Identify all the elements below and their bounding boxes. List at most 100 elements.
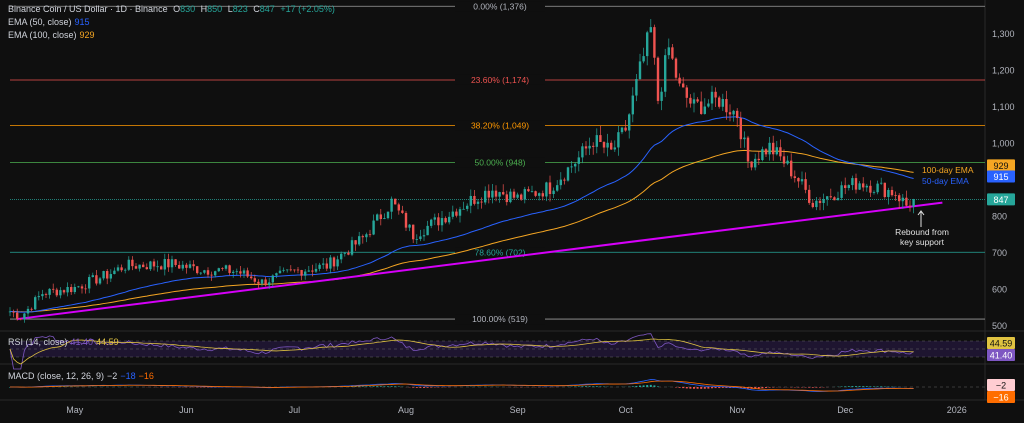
candle-body — [606, 142, 609, 148]
open-label: O — [173, 4, 181, 14]
candle-body — [808, 189, 811, 203]
candle-body — [552, 190, 555, 194]
high-value: 850 — [207, 4, 223, 14]
candle-body — [462, 208, 465, 210]
candle-body — [530, 191, 534, 192]
macd-histogram-bar — [595, 386, 598, 387]
x-tick-label: Jul — [289, 405, 301, 415]
macd-histogram-bar — [631, 386, 634, 387]
symbol-title: Binance Coin / US Dollar · 1D · Binance — [8, 4, 168, 14]
candle-body — [545, 182, 548, 197]
candle-body — [55, 289, 58, 296]
candle-body — [815, 200, 818, 208]
x-tick-label: Aug — [398, 405, 414, 415]
candle-body — [163, 259, 166, 270]
candle-body — [660, 91, 663, 101]
candle-body — [502, 192, 505, 195]
candle-body — [127, 259, 130, 270]
rsi-tag: 41.40 — [990, 351, 1013, 361]
candle-body — [239, 271, 242, 274]
candle-body — [527, 189, 530, 192]
candle-body — [422, 235, 426, 237]
candle-body — [34, 297, 37, 310]
macd-legend: MACD (close, 12, 26, 9) −2 −18 −16 — [8, 371, 157, 381]
y-tick-label: 800 — [992, 212, 1007, 222]
macd-histogram-bar — [858, 386, 861, 387]
fib-label-bg — [455, 120, 545, 131]
candle-body — [98, 278, 102, 284]
candle-body — [412, 224, 415, 240]
candle-body — [541, 193, 544, 197]
candle-body — [379, 214, 382, 220]
macd-histogram-bar — [757, 387, 760, 389]
candle-body — [610, 142, 613, 150]
ema50-label: EMA (50, close) — [8, 17, 72, 27]
macd-histogram-bar — [844, 386, 847, 387]
macd-histogram-bar — [718, 387, 721, 389]
macd-histogram-bar — [383, 386, 386, 387]
candle-body — [750, 161, 753, 168]
candle-body — [433, 217, 436, 220]
candle-body — [822, 199, 825, 204]
candle-body — [134, 266, 138, 269]
macd-histogram-bar — [700, 387, 703, 389]
candle-body — [300, 269, 303, 276]
macd-histogram-bar — [768, 387, 771, 388]
candle-body — [397, 204, 400, 211]
macd-value: −2 — [107, 371, 118, 381]
candle-body — [156, 266, 159, 268]
candle-body — [329, 257, 332, 269]
candle-body — [880, 182, 883, 184]
candle-body — [746, 137, 750, 162]
candle-body — [350, 240, 354, 255]
candle-body — [865, 185, 868, 188]
macd-histogram-bar — [376, 386, 379, 387]
macd-histogram-bar — [358, 386, 361, 387]
candle-body — [264, 279, 267, 286]
macd-histogram-bar — [721, 387, 724, 388]
y-tick-label: 1,000 — [992, 139, 1015, 149]
candle-body — [754, 158, 757, 168]
candle-body — [779, 147, 782, 157]
candle-body — [149, 261, 152, 270]
candle-body — [80, 286, 84, 289]
candle-body — [19, 318, 22, 320]
candle-body — [635, 79, 638, 96]
candle-body — [404, 212, 408, 228]
candle-body — [73, 287, 76, 293]
candle-body — [390, 198, 393, 212]
candle-body — [584, 146, 588, 149]
candle-body — [192, 264, 195, 267]
rsi-legend: RSI (14, close) 41.40 44.59 — [8, 337, 122, 347]
candle-body — [624, 127, 627, 131]
candle-body — [570, 166, 573, 168]
candle-body — [797, 178, 800, 182]
candle-body — [109, 274, 112, 279]
candle-body — [206, 270, 210, 275]
macd-histogram-bar — [855, 386, 857, 387]
candle-body — [62, 290, 66, 293]
candle-body — [203, 270, 206, 273]
candle-body — [599, 135, 602, 143]
candle-body — [710, 91, 714, 104]
macd-histogram-bar — [754, 387, 757, 389]
candle-body — [847, 185, 850, 189]
rsi-ma-tag: 44.59 — [990, 339, 1013, 349]
candle-body — [642, 56, 645, 62]
candle-body — [113, 270, 116, 275]
rsi-value: 41.40 — [70, 337, 94, 347]
candle-body — [757, 158, 760, 161]
candle-body — [415, 239, 418, 240]
candle-body — [829, 196, 832, 198]
macd-histogram-bar — [372, 386, 375, 387]
macd-histogram-bar — [678, 387, 681, 388]
candle-body — [448, 216, 451, 223]
candle-body — [26, 308, 30, 314]
rsi-line — [9, 333, 914, 370]
candle-body — [678, 77, 681, 84]
candle-body — [487, 190, 490, 198]
macd-histogram-bar — [865, 386, 868, 387]
candle-body — [365, 234, 368, 238]
